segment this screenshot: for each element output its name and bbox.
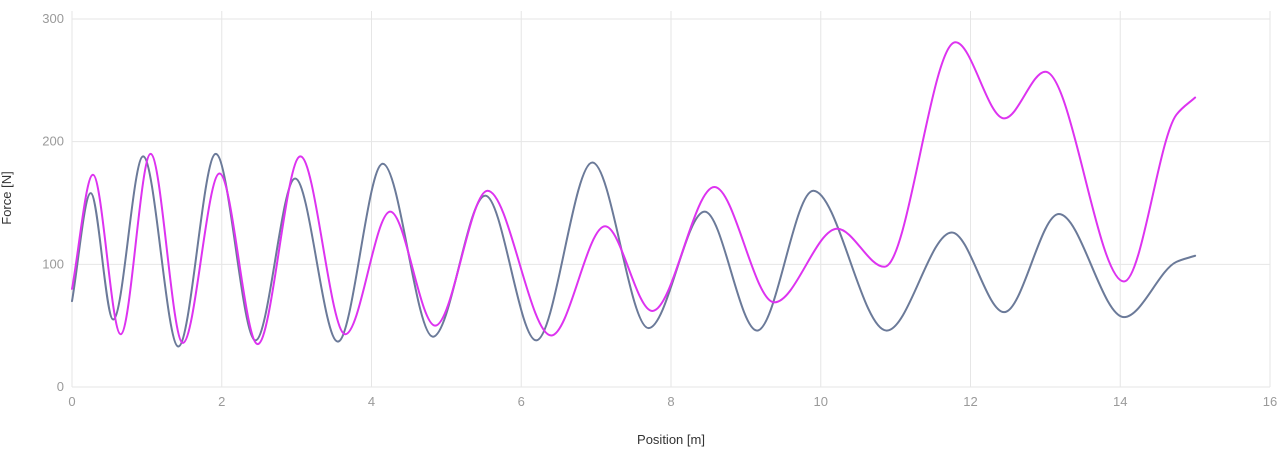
series-group bbox=[71, 41, 1197, 348]
y-axis-title: Force [N] bbox=[0, 171, 14, 224]
x-tick-label: 16 bbox=[1263, 394, 1277, 409]
series-line-2 bbox=[71, 41, 1197, 346]
x-axis-title: Position [m] bbox=[637, 432, 705, 447]
x-tick-label: 2 bbox=[218, 394, 225, 409]
x-tick-label: 4 bbox=[368, 394, 375, 409]
y-tick-label: 200 bbox=[42, 134, 64, 149]
series-line-1 bbox=[71, 152, 1197, 348]
x-tick-label: 12 bbox=[963, 394, 977, 409]
y-axis-ticks: 0 100 200 300 bbox=[42, 11, 64, 394]
x-tick-label: 10 bbox=[814, 394, 828, 409]
y-tick-label: 100 bbox=[42, 256, 64, 271]
grid bbox=[71, 11, 1271, 388]
x-tick-label: 8 bbox=[667, 394, 674, 409]
x-tick-label: 0 bbox=[68, 394, 75, 409]
y-tick-label: 0 bbox=[57, 379, 64, 394]
x-tick-label: 6 bbox=[518, 394, 525, 409]
x-tick-label: 14 bbox=[1113, 394, 1127, 409]
x-axis-ticks: 0 2 4 6 8 10 12 14 16 bbox=[68, 394, 1277, 409]
y-tick-label: 300 bbox=[42, 11, 64, 26]
